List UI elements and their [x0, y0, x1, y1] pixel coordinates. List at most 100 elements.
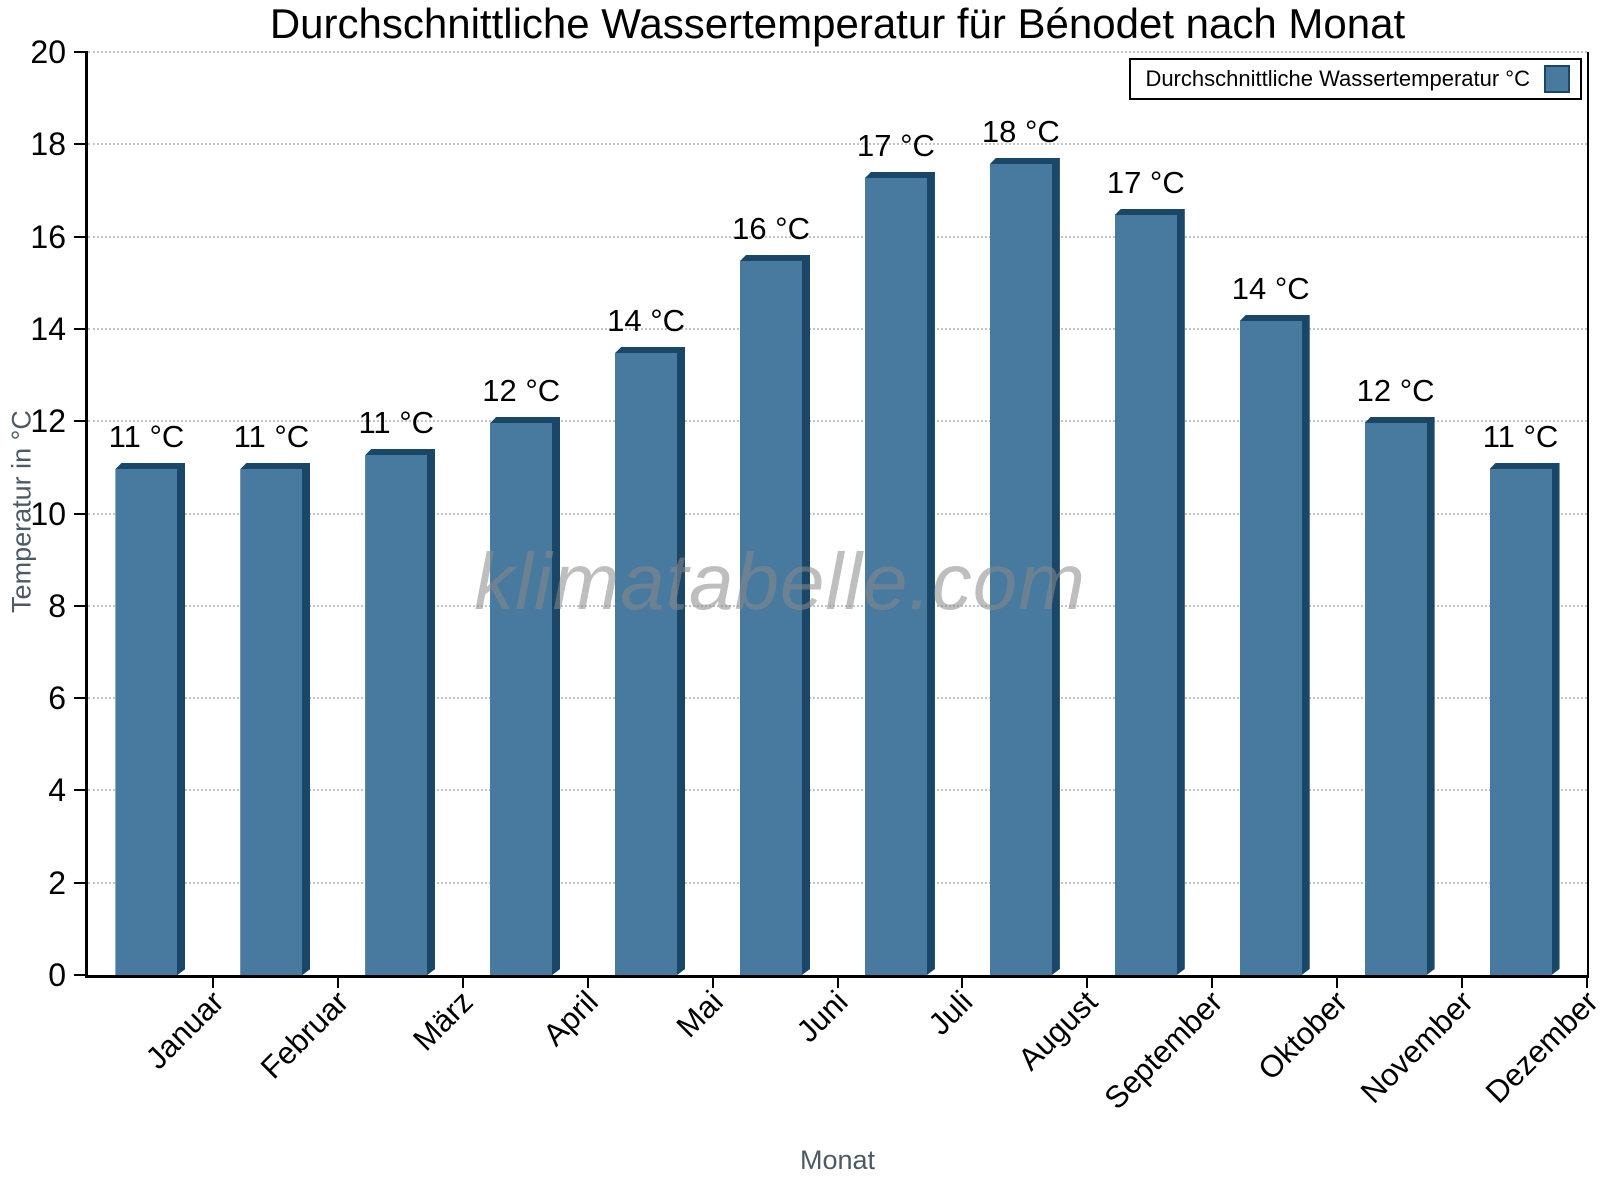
- bar-value-label: 11 °C: [358, 405, 435, 440]
- bar-face: [1115, 215, 1177, 975]
- y-tick-mark: [74, 327, 88, 330]
- y-tick-label: 10: [30, 495, 66, 532]
- plot-area: 0 2 4 6 8 10 12 14 16 18 20 11 °C 11 °C 11 °C 12 °C 14…: [30, 34, 1600, 1116]
- x-tick-mark: [337, 975, 339, 988]
- gridline: [88, 327, 1587, 330]
- y-tick-mark: [74, 235, 88, 238]
- bar-value-label: 11 °C: [1482, 419, 1559, 454]
- gridline: [88, 143, 1587, 146]
- x-tick-label: März: [406, 984, 481, 1058]
- gridline: [88, 697, 1587, 700]
- x-tick-label: August: [1011, 984, 1105, 1077]
- bar-januar: [115, 463, 185, 975]
- x-tick-label: November: [1353, 984, 1480, 1110]
- y-tick-label: 12: [30, 403, 66, 440]
- bar-dezember: [1490, 463, 1560, 975]
- bar-face: [740, 261, 802, 975]
- y-tick-label: 14: [30, 310, 66, 347]
- gridline: [88, 881, 1587, 884]
- y-tick-mark: [74, 974, 88, 976]
- y-tick-label: 4: [48, 772, 66, 809]
- y-tick-label: 20: [30, 34, 66, 70]
- x-tick-mark: [212, 975, 214, 988]
- bar-face: [990, 164, 1052, 975]
- x-tick-mark: [1086, 975, 1088, 988]
- x-tick-label: September: [1097, 984, 1230, 1116]
- y-tick-label: 0: [48, 957, 66, 993]
- bar-april: [490, 417, 560, 975]
- gridline: [88, 420, 1587, 423]
- x-tick-mark: [462, 975, 464, 988]
- bar-face: [865, 178, 927, 975]
- bar-face: [365, 455, 427, 975]
- bar-face: [1240, 321, 1302, 975]
- x-tick-mark: [1336, 975, 1338, 988]
- x-tick-mark: [712, 975, 714, 988]
- x-tick-label: Februar: [253, 984, 356, 1086]
- bar-value-label: 12 °C: [1356, 373, 1435, 408]
- bar-november: [1365, 417, 1435, 975]
- y-axis-line: [85, 52, 88, 975]
- bar-face: [490, 423, 552, 975]
- bar-september: [1115, 209, 1185, 975]
- x-tick-label: Januar: [138, 984, 231, 1076]
- y-tick-mark: [74, 789, 88, 792]
- right-axis-line: [1587, 52, 1589, 975]
- bar-value-label: 11 °C: [108, 419, 185, 454]
- bar-face: [615, 353, 677, 975]
- x-tick-label: Juli: [922, 984, 980, 1042]
- bar-value-label: 17 °C: [1106, 165, 1185, 200]
- x-axis-title: Monat: [799, 1145, 876, 1175]
- x-tick-mark: [587, 975, 589, 988]
- y-tick-mark: [74, 420, 88, 423]
- bar-august: [990, 158, 1060, 975]
- legend-label: Durchschnittliche Wassertemperatur °C: [1145, 66, 1530, 91]
- bar-face: [1490, 469, 1552, 975]
- legend-swatch: [1544, 65, 1570, 93]
- x-tick-mark: [1586, 975, 1588, 988]
- bar-value-label: 18 °C: [981, 114, 1060, 149]
- bar-oktober: [1240, 315, 1310, 975]
- x-tick-mark: [1211, 975, 1213, 988]
- x-tick-label: Juni: [789, 984, 855, 1049]
- gridline: [88, 235, 1587, 238]
- bar-februar: [240, 463, 310, 975]
- x-tick-mark: [1461, 975, 1463, 988]
- y-tick-label: 8: [48, 587, 66, 624]
- gridline: [88, 604, 1587, 607]
- y-tick-label: 18: [30, 126, 66, 163]
- legend: Durchschnittliche Wassertemperatur °C: [1129, 58, 1582, 100]
- x-tick-mark: [837, 975, 839, 988]
- y-tick-mark: [74, 512, 88, 515]
- bar-value-label: 16 °C: [732, 211, 810, 246]
- gridline: [88, 512, 1587, 515]
- y-tick-mark: [74, 143, 88, 146]
- y-tick-label: 16: [30, 218, 66, 255]
- x-tick-label: Dezember: [1478, 984, 1600, 1110]
- bar-juni: [740, 255, 810, 975]
- bar-face: [115, 469, 177, 975]
- bar-face: [240, 469, 302, 975]
- bar-value-label: 17 °C: [857, 128, 935, 163]
- x-tick-label: April: [536, 984, 605, 1053]
- y-tick-mark: [74, 881, 88, 884]
- bar-mai: [615, 347, 685, 975]
- gridline: [88, 51, 1587, 53]
- x-tick-label: Mai: [669, 984, 730, 1045]
- y-tick-mark: [74, 697, 88, 700]
- y-tick-label: 6: [48, 680, 66, 717]
- bar-face: [1365, 423, 1427, 975]
- bar-value-label: 14 °C: [607, 303, 686, 338]
- y-tick-label: 2: [48, 864, 66, 901]
- gridline: [88, 789, 1587, 792]
- bar-value-label: 12 °C: [482, 373, 561, 408]
- chart-title: Durchschnittliche Wassertemperatur für B…: [269, 0, 1406, 47]
- bar-märz: [365, 449, 435, 975]
- bar-value-label: 14 °C: [1231, 271, 1310, 306]
- y-tick-mark: [74, 51, 88, 53]
- y-tick-mark: [74, 604, 88, 607]
- x-tick-mark: [961, 975, 963, 988]
- bar-juli: [865, 172, 935, 975]
- bar-value-label: 11 °C: [233, 419, 310, 454]
